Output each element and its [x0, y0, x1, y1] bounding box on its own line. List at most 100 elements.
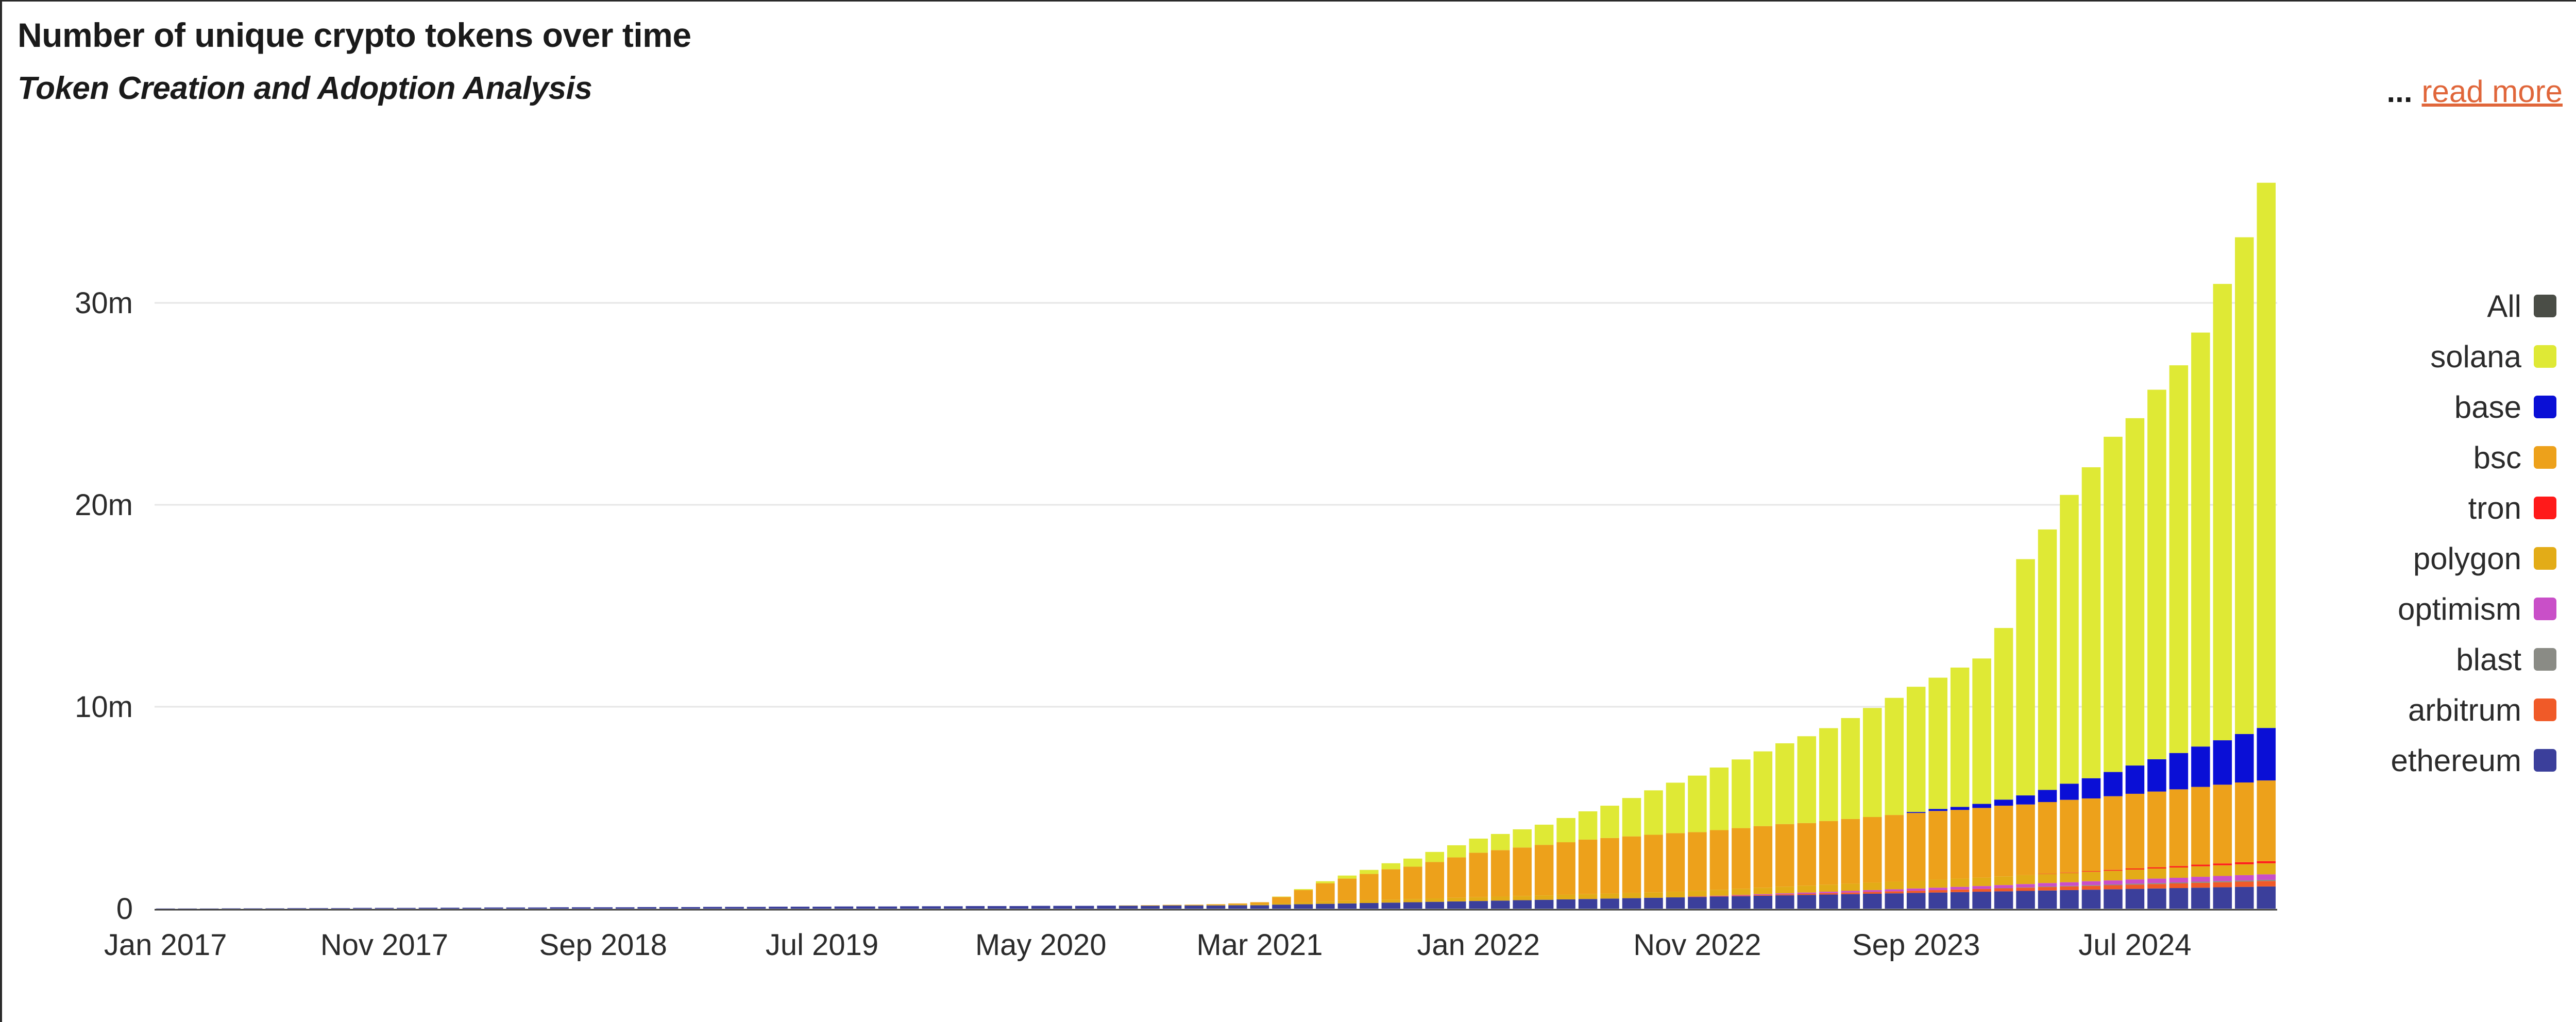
bar-segment-ethereum[interactable]	[287, 908, 307, 909]
bar-segment-bsc[interactable]	[1360, 874, 1379, 900]
bar-stack[interactable]	[703, 907, 722, 909]
bar-segment-solana[interactable]	[1862, 708, 1882, 817]
bar-stack[interactable]	[243, 908, 263, 909]
bar-stack[interactable]	[1009, 906, 1028, 909]
bar-stack[interactable]	[2104, 436, 2123, 909]
bar-segment-solana[interactable]	[1994, 628, 2013, 800]
bar-stack[interactable]	[1403, 858, 1422, 909]
bar-segment-ethereum[interactable]	[2016, 891, 2035, 909]
bar-segment-base[interactable]	[2016, 795, 2035, 805]
bar-segment-polygon[interactable]	[1732, 889, 1751, 895]
bar-segment-ethereum[interactable]	[440, 908, 460, 909]
bar-segment-solana[interactable]	[1360, 870, 1379, 874]
bar-segment-bsc[interactable]	[1141, 905, 1160, 906]
bar-segment-arbitrum[interactable]	[2081, 885, 2101, 890]
bar-segment-bsc[interactable]	[1556, 842, 1575, 895]
bar-segment-blast[interactable]	[2257, 879, 2276, 881]
bar-stack[interactable]	[1775, 743, 1794, 909]
bar-segment-polygon[interactable]	[1666, 892, 1685, 898]
bar-segment-polygon[interactable]	[1381, 899, 1401, 903]
bar-stack[interactable]	[2125, 418, 2145, 909]
bar-segment-polygon[interactable]	[2213, 865, 2232, 876]
bar-segment-arbitrum[interactable]	[1928, 890, 1947, 893]
bar-stack[interactable]	[1162, 905, 1182, 909]
bar-segment-ethereum[interactable]	[856, 906, 875, 909]
bar-segment-solana[interactable]	[2169, 365, 2189, 753]
bar-stack[interactable]	[900, 906, 919, 909]
bar-segment-ethereum[interactable]	[637, 907, 656, 909]
bar-segment-polygon[interactable]	[2038, 874, 2057, 883]
bar-segment-ethereum[interactable]	[1513, 900, 1532, 909]
bar-segment-ethereum[interactable]	[1118, 906, 1138, 909]
bar-segment-ethereum[interactable]	[747, 907, 766, 909]
bar-segment-bsc[interactable]	[1534, 845, 1554, 896]
bar-stack[interactable]	[462, 908, 482, 909]
bar-segment-bsc[interactable]	[1906, 813, 1926, 881]
bar-segment-ethereum[interactable]	[1688, 897, 1707, 909]
bar-stack[interactable]	[331, 908, 350, 909]
bar-segment-ethereum[interactable]	[1972, 892, 1991, 909]
read-more-link[interactable]: read more	[2421, 74, 2563, 109]
bar-segment-tron[interactable]	[2125, 868, 2145, 870]
bar-segment-ethereum[interactable]	[1425, 901, 1445, 909]
bar-segment-solana[interactable]	[1819, 728, 1838, 821]
bar-segment-ethereum[interactable]	[1184, 905, 1204, 909]
bar-segment-solana[interactable]	[1709, 767, 1729, 830]
bar-stack[interactable]	[1337, 875, 1357, 909]
bar-stack[interactable]	[1447, 845, 1466, 909]
bar-stack[interactable]	[2038, 529, 2057, 909]
bar-segment-polygon[interactable]	[2081, 872, 2101, 881]
bar-segment-bsc[interactable]	[1950, 810, 1970, 879]
bar-segment-ethereum[interactable]	[1600, 898, 1619, 909]
bar-segment-bsc[interactable]	[1250, 902, 1269, 905]
bar-stack[interactable]	[1031, 906, 1050, 909]
bar-segment-ethereum[interactable]	[1732, 896, 1751, 909]
bar-segment-ethereum[interactable]	[1906, 893, 1926, 909]
bar-segment-arbitrum[interactable]	[2016, 888, 2035, 891]
bar-segment-tron[interactable]	[2191, 864, 2210, 866]
bar-segment-base[interactable]	[2169, 753, 2189, 790]
bar-segment-tron[interactable]	[2081, 871, 2101, 872]
bar-segment-bsc[interactable]	[1644, 834, 1663, 893]
bar-segment-ethereum[interactable]	[1162, 905, 1182, 909]
bar-segment-arbitrum[interactable]	[1994, 888, 2013, 892]
bar-segment-ethereum[interactable]	[1031, 906, 1050, 909]
bar-segment-optimism[interactable]	[2191, 877, 2210, 882]
bar-segment-ethereum[interactable]	[265, 908, 284, 909]
bar-segment-ethereum[interactable]	[790, 907, 810, 909]
bar-segment-polygon[interactable]	[2104, 871, 2123, 881]
bar-segment-solana[interactable]	[1906, 687, 1926, 812]
bar-stack[interactable]	[571, 907, 591, 909]
bar-stack[interactable]	[1425, 851, 1445, 909]
bar-segment-arbitrum[interactable]	[1819, 893, 1838, 895]
bar-segment-solana[interactable]	[1775, 743, 1794, 824]
bar-segment-optimism[interactable]	[2104, 880, 2123, 884]
bar-segment-polygon[interactable]	[1819, 884, 1838, 892]
bar-segment-bsc[interactable]	[1228, 903, 1247, 905]
bar-segment-ethereum[interactable]	[1534, 899, 1554, 909]
bar-segment-bsc[interactable]	[1447, 857, 1466, 898]
bar-segment-solana[interactable]	[1469, 838, 1488, 853]
bar-segment-ethereum[interactable]	[331, 908, 350, 909]
bar-stack[interactable]	[965, 906, 985, 909]
bar-stack[interactable]	[2191, 332, 2210, 909]
legend-item-arbitrum[interactable]: arbitrum	[2391, 685, 2556, 735]
bar-segment-bsc[interactable]	[1732, 828, 1751, 889]
bar-stack[interactable]	[790, 907, 810, 909]
bar-stack[interactable]	[1534, 824, 1554, 909]
bar-segment-solana[interactable]	[1950, 667, 1970, 807]
bar-stack[interactable]	[2060, 495, 2079, 909]
bar-stack[interactable]	[922, 906, 941, 909]
bar-segment-arbitrum[interactable]	[2257, 881, 2276, 887]
bar-stack[interactable]	[812, 907, 832, 909]
bar-segment-solana[interactable]	[1732, 759, 1751, 828]
bar-segment-ethereum[interactable]	[1053, 906, 1072, 909]
bar-segment-bsc[interactable]	[1688, 832, 1707, 891]
bar-segment-polygon[interactable]	[1600, 893, 1619, 899]
bar-segment-optimism[interactable]	[2257, 874, 2276, 880]
bar-segment-base[interactable]	[2191, 746, 2210, 787]
bar-stack[interactable]	[1709, 767, 1729, 909]
bar-stack[interactable]	[550, 907, 569, 909]
bar-segment-base[interactable]	[2081, 778, 2101, 798]
bar-segment-ethereum[interactable]	[1775, 895, 1794, 909]
